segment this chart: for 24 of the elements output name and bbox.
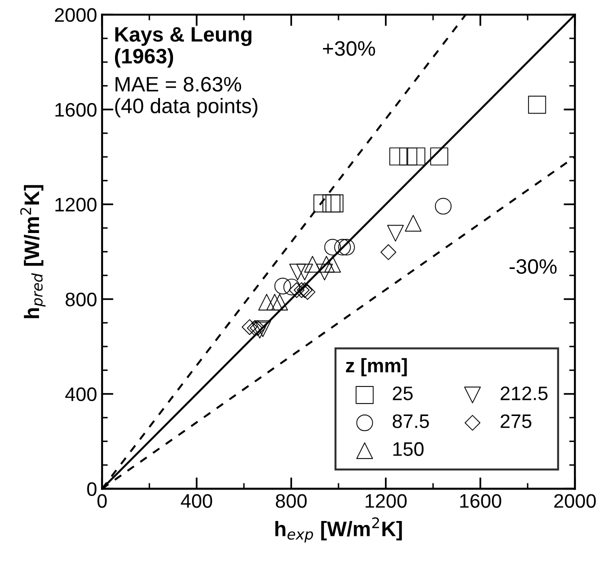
legend-label: 87.5 (392, 414, 429, 428)
annotation: +30% (322, 41, 376, 56)
y-tick-label: 1200 (55, 198, 96, 212)
y-tick-label: 400 (65, 387, 96, 402)
x-tick-label: 400 (180, 494, 212, 508)
x-tick-label: 1200 (366, 494, 407, 508)
y-tick-label: 1600 (55, 102, 96, 117)
legend-label: 212.5 (500, 386, 548, 400)
legend-label: 150 (393, 442, 424, 456)
y-tick-label: 2000 (54, 8, 96, 22)
x-axis-title: h$_{exp}$ [W/m$^{2}$K] (275, 517, 402, 543)
x-tick-label: 2000 (554, 494, 596, 508)
y-tick-label: 800 (66, 292, 96, 306)
legend-label: 25 (392, 386, 413, 400)
x-tick-label: 0 (97, 494, 107, 508)
legend-label: 275 (500, 414, 532, 428)
annotation: Kays & Leung (1963) (114, 27, 252, 68)
annotation: MAE = 8.63% (40 data points) (115, 76, 258, 118)
x-tick-label: 800 (276, 494, 307, 508)
annotation: -30% (510, 259, 557, 274)
x-tick-label: 1600 (460, 494, 502, 508)
legend-title: z [mm] (346, 358, 407, 376)
y-axis-title: h$_{pred}$ [W/m$^{2}$K] (20, 185, 46, 318)
y-tick-label: 0 (87, 482, 96, 496)
